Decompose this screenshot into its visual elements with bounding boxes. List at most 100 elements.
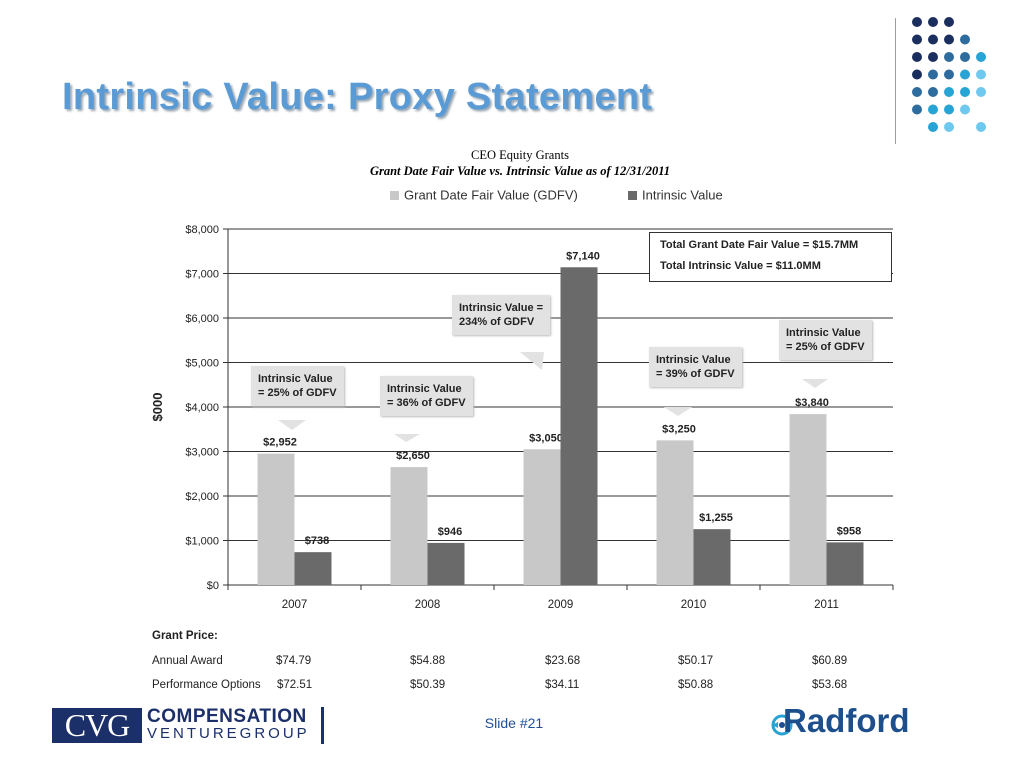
x-tick-label: 2007 (282, 599, 308, 611)
annotation-line1: Intrinsic Value (786, 327, 861, 339)
slide-title: Intrinsic Value: Proxy Statement (62, 76, 653, 118)
decorative-dot-grid (912, 17, 986, 132)
decorative-dot (912, 104, 922, 115)
annotation-pointer (394, 434, 420, 442)
legend-swatch-gdfv (390, 191, 399, 200)
annotation-line2: = 25% of GDFV (786, 341, 865, 353)
x-tick-label: 2009 (548, 599, 574, 611)
radford-logo-icon (771, 714, 793, 736)
y-tick-label: $1,000 (185, 536, 219, 548)
annotation-callout: Intrinsic Value = 36% of GDFV (380, 376, 473, 416)
decorative-dot (944, 17, 954, 27)
bar-intrinsic (560, 267, 598, 585)
grant-price-heading: Grant Price: (152, 630, 218, 642)
decorative-dot (928, 87, 938, 97)
y-tick-label: $4,000 (185, 402, 219, 414)
annotation-line1: Intrinsic Value (656, 354, 731, 366)
title-divider (895, 18, 896, 144)
grant-price-value: $34.11 (545, 679, 580, 691)
cvg-logo-box: CVG (52, 708, 142, 743)
data-label: $958 (837, 525, 861, 537)
decorative-dot (960, 69, 970, 80)
legend-swatch-intrinsic (628, 191, 637, 200)
y-tick-label: $2,000 (185, 491, 219, 503)
grant-price-value: $60.89 (812, 655, 848, 667)
annotation-pointer (278, 420, 306, 430)
decorative-dot (960, 104, 970, 115)
decorative-dot (928, 104, 938, 115)
cvg-logo-bar (321, 707, 324, 744)
decorative-dot (976, 52, 986, 62)
y-axis-label: $000 (150, 393, 165, 422)
bar-intrinsic (294, 552, 332, 585)
decorative-dot (976, 87, 986, 97)
annotation-line2: = 36% of GDFV (387, 397, 466, 409)
decorative-dot (928, 122, 938, 132)
y-tick-label: $0 (207, 580, 219, 592)
x-tick-label: 2008 (415, 599, 441, 611)
x-tick-label: 2011 (814, 599, 839, 611)
grant-price-row-label: Performance Options (152, 679, 261, 691)
data-label: $2,952 (263, 437, 297, 449)
total-intrinsic-text: Total Intrinsic Value = $11.0MM (660, 260, 821, 272)
decorative-dot (944, 87, 954, 97)
grant-price-value: $50.17 (678, 655, 714, 667)
data-label: $946 (438, 526, 462, 538)
decorative-dot (960, 52, 970, 62)
y-tick-label: $6,000 (185, 313, 219, 325)
decorative-dot (912, 34, 922, 45)
data-label: $2,650 (396, 450, 430, 462)
data-label: $3,840 (795, 397, 829, 409)
decorative-dot (944, 34, 954, 45)
bar-intrinsic (693, 529, 731, 585)
annotation-callout: Intrinsic Value = 234% of GDFV (452, 295, 551, 335)
decorative-dot (944, 104, 954, 115)
bar-gdfv (523, 449, 561, 585)
annotation-callout: Intrinsic Value = 39% of GDFV (649, 347, 742, 387)
decorative-dot (944, 52, 954, 62)
slide-number: Slide #21 (484, 715, 544, 731)
bar-gdfv (390, 467, 428, 585)
y-tick-label: $3,000 (185, 447, 219, 459)
annotation-callout: Intrinsic Value = 25% of GDFV (779, 320, 872, 360)
decorative-dot (944, 69, 954, 80)
annotation-pointer (664, 407, 692, 416)
grant-price-value: $72.51 (277, 679, 313, 691)
decorative-dot (928, 52, 938, 62)
bar-intrinsic (427, 542, 465, 585)
annotation-line1: Intrinsic Value (387, 383, 462, 395)
data-label: $3,250 (662, 423, 696, 435)
annotation-line2: = 39% of GDFV (656, 368, 735, 380)
grant-price-row-label: Annual Award (152, 655, 223, 667)
decorative-dot (928, 34, 938, 45)
total-gdfv-text: Total Grant Date Fair Value = $15.7MM (660, 239, 859, 251)
radford-logo-text: Radford (783, 702, 910, 739)
chart-title: CEO Equity Grants (471, 148, 569, 162)
decorative-dot (912, 69, 922, 80)
annotation-line2: 234% of GDFV (459, 316, 535, 328)
data-label: $3,050 (529, 432, 563, 444)
bar-gdfv (656, 440, 694, 585)
cvg-logo-line2: VENTUREGROUP (147, 725, 310, 742)
grant-price-value: $50.88 (678, 679, 714, 691)
decorative-dot (928, 69, 938, 80)
legend-label-gdfv: Grant Date Fair Value (GDFV) (404, 188, 578, 203)
decorative-dot (912, 52, 922, 62)
annotation-line1: Intrinsic Value = (459, 302, 544, 314)
x-tick-label: 2010 (681, 599, 707, 611)
annotation-line1: Intrinsic Value (258, 373, 333, 385)
decorative-dot (912, 87, 922, 97)
decorative-dot (912, 17, 922, 27)
annotation-pointer (520, 352, 544, 370)
decorative-dot (960, 34, 970, 45)
cvg-logo-line1: COMPENSATION (147, 706, 307, 727)
y-tick-label: $5,000 (185, 358, 219, 370)
bar-intrinsic (826, 542, 864, 585)
grant-price-value: $50.39 (410, 679, 446, 691)
decorative-dot (976, 69, 986, 80)
annotation-callout: Intrinsic Value = 25% of GDFV (251, 366, 344, 406)
annotation-pointer (802, 379, 828, 388)
grant-price-value: $54.88 (410, 655, 446, 667)
y-tick-label: $8,000 (185, 224, 219, 236)
bar-gdfv (257, 453, 295, 585)
